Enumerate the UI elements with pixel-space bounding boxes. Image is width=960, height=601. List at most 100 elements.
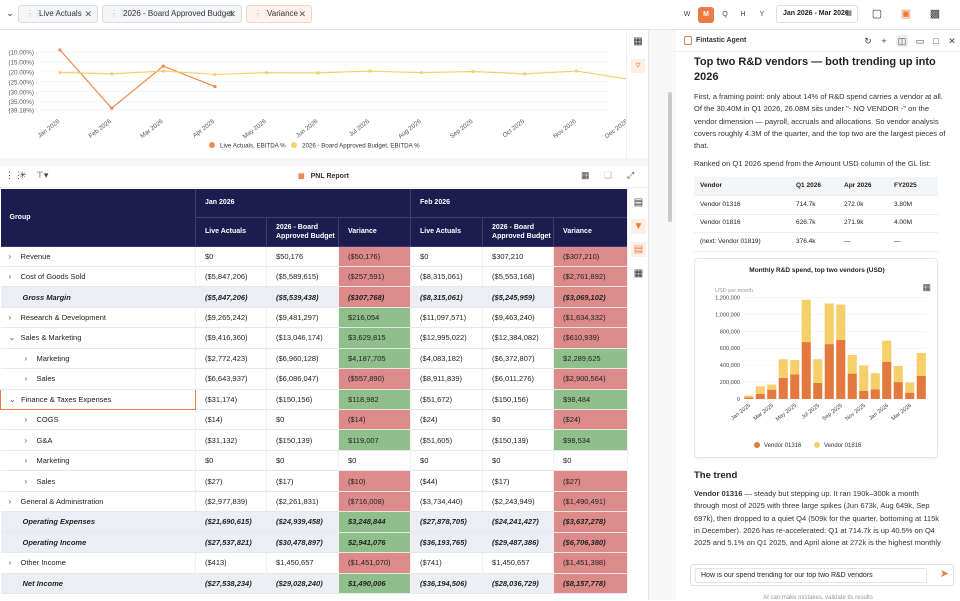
variance-cell[interactable]: ($6,706,380) bbox=[553, 532, 627, 554]
chevron-right-icon[interactable]: › bbox=[8, 272, 12, 282]
period-month[interactable]: M bbox=[698, 7, 714, 23]
period-year[interactable]: Y bbox=[759, 11, 765, 18]
table-row[interactable]: › Marketing ($2,772,423) ($6,960,128) $4,187… bbox=[0, 348, 627, 370]
month-header[interactable]: Feb 2026 bbox=[410, 189, 627, 218]
chevron-right-icon[interactable]: › bbox=[24, 415, 28, 425]
comment-icon[interactable]: ▢ bbox=[871, 8, 883, 20]
value-cell[interactable]: ($17) bbox=[482, 470, 555, 492]
value-cell[interactable]: ($31,132) bbox=[195, 429, 267, 451]
variance-cell[interactable]: ($27) bbox=[553, 470, 627, 492]
window-icon[interactable]: ▭ bbox=[915, 36, 925, 46]
variance-cell[interactable]: ($8,157,778) bbox=[553, 573, 627, 594]
table-row[interactable]: ⌄ Finance & Taxes Expenses ($31,174) ($150,… bbox=[0, 388, 627, 411]
value-cell[interactable]: $0 bbox=[266, 409, 339, 431]
variance-cell[interactable]: $2,289,625 bbox=[553, 348, 627, 370]
value-cell[interactable]: ($27,537,821) bbox=[195, 532, 267, 554]
table-row[interactable]: Net Income ($27,538,234) ($29,028,240) $1,4… bbox=[0, 573, 627, 594]
row-label[interactable]: ⌄ Sales & Marketing bbox=[0, 327, 196, 349]
value-cell[interactable]: ($8,911,839) bbox=[410, 368, 484, 390]
value-cell[interactable]: ($5,553,168) bbox=[482, 266, 555, 288]
table-row[interactable]: › Sales ($27) ($17) ($10) ($44) ($17) ($27) bbox=[0, 470, 627, 492]
variance-cell[interactable]: ($2,761,892) bbox=[553, 266, 627, 288]
row-label[interactable]: Net Income bbox=[0, 573, 196, 594]
value-cell[interactable]: ($27) bbox=[195, 470, 267, 492]
value-cell[interactable]: ($36,193,765) bbox=[410, 532, 484, 554]
variance-cell[interactable]: ($307,210) bbox=[553, 246, 627, 267]
value-cell[interactable]: ($9,481,297) bbox=[266, 307, 339, 329]
filter-icon[interactable]: ▼ bbox=[631, 219, 646, 234]
variance-cell[interactable]: $0 bbox=[553, 450, 627, 472]
value-cell[interactable]: ($6,086,047) bbox=[266, 368, 339, 390]
tab-board-budget[interactable]: ⋮⋮ 2026 - Board Approved Budget ✕ bbox=[102, 5, 242, 23]
drag-handle-icon[interactable]: ⋮⋮ bbox=[110, 9, 126, 18]
value-cell[interactable]: $0 bbox=[410, 246, 484, 267]
variance-cell[interactable]: ($257,591) bbox=[338, 266, 412, 288]
drag-handle-icon[interactable]: ⋮⋮ bbox=[5, 170, 23, 180]
period-week[interactable]: W bbox=[683, 11, 691, 18]
chevron-right-icon[interactable]: › bbox=[24, 374, 28, 384]
value-cell[interactable]: ($150,156) bbox=[482, 389, 555, 411]
month-header[interactable]: Jan 2026 bbox=[195, 189, 412, 218]
value-cell[interactable]: $0 bbox=[482, 450, 555, 472]
tab-live-actuals[interactable]: ⋮⋮ Live Actuals ✕ bbox=[18, 5, 98, 23]
date-range-picker[interactable]: Jan 2026 - Mar 2026 ▦ bbox=[776, 5, 858, 23]
value-cell[interactable]: $1,450,657 bbox=[266, 552, 339, 574]
group-header[interactable]: Group bbox=[0, 189, 196, 247]
variance-cell[interactable]: ($716,008) bbox=[338, 491, 412, 513]
value-cell[interactable]: ($413) bbox=[195, 552, 267, 574]
value-cell[interactable]: ($150,156) bbox=[266, 389, 339, 411]
close-icon[interactable]: ✕ bbox=[948, 36, 956, 46]
filter-icon[interactable]: ▿ bbox=[631, 59, 645, 73]
variance-cell[interactable]: ($1,451,398) bbox=[553, 552, 627, 574]
drag-handle-icon[interactable]: ⋮⋮ bbox=[254, 9, 270, 18]
column-header[interactable]: Variance bbox=[553, 217, 627, 247]
value-cell[interactable]: ($31,174) bbox=[195, 389, 267, 411]
value-cell[interactable]: ($12,995,022) bbox=[410, 327, 484, 349]
expand-icon[interactable]: ⤢ bbox=[627, 170, 635, 180]
variance-cell[interactable]: $3,629,815 bbox=[338, 327, 412, 349]
variance-cell[interactable]: ($610,939) bbox=[553, 327, 627, 349]
column-header[interactable]: 2026 - Board Approved Budget bbox=[266, 217, 339, 247]
row-label[interactable]: › Other Income bbox=[0, 552, 196, 574]
variance-cell[interactable]: ($3,637,278) bbox=[553, 511, 627, 533]
plus-icon[interactable]: + bbox=[881, 36, 887, 46]
table-row[interactable]: › Research & Development ($9,265,242) ($9,4… bbox=[0, 307, 627, 329]
variance-cell[interactable]: $98,534 bbox=[553, 429, 627, 451]
table-row[interactable]: Operating Income ($27,537,821) ($30,478,89… bbox=[0, 532, 627, 554]
value-cell[interactable]: ($150,139) bbox=[482, 429, 555, 451]
row-label[interactable]: › G&A bbox=[0, 429, 196, 451]
value-cell[interactable]: ($6,372,807) bbox=[482, 348, 555, 370]
value-cell[interactable]: $0 bbox=[266, 450, 339, 472]
chat-input[interactable] bbox=[695, 568, 927, 583]
variance-cell[interactable]: ($24) bbox=[553, 409, 627, 431]
chevron-right-icon[interactable]: › bbox=[24, 435, 28, 445]
value-cell[interactable]: ($150,139) bbox=[266, 429, 339, 451]
value-cell[interactable]: $0 bbox=[195, 246, 267, 267]
value-cell[interactable]: ($6,643,937) bbox=[195, 368, 267, 390]
table-row[interactable]: › Marketing $0 $0 $0 $0 $0 $0 bbox=[0, 450, 627, 472]
value-cell[interactable]: $0 bbox=[482, 409, 555, 431]
chevron-right-icon[interactable]: › bbox=[8, 313, 12, 323]
value-cell[interactable]: ($17) bbox=[266, 470, 339, 492]
chevron-down-icon[interactable]: ⌄ bbox=[9, 394, 16, 404]
variance-cell[interactable]: $118,982 bbox=[338, 389, 412, 411]
value-cell[interactable]: ($2,772,423) bbox=[195, 348, 267, 370]
close-icon[interactable]: ✕ bbox=[228, 9, 236, 19]
dock-panel-icon[interactable]: ◫ bbox=[896, 35, 908, 47]
row-label[interactable]: › COGS bbox=[0, 409, 196, 431]
value-cell[interactable]: ($5,539,438) bbox=[266, 286, 339, 308]
variance-cell[interactable]: ($307,768) bbox=[338, 286, 412, 308]
value-cell[interactable]: ($11,097,571) bbox=[410, 307, 484, 329]
variance-cell[interactable]: ($557,890) bbox=[338, 368, 412, 390]
row-label[interactable]: › Cost of Goods Sold bbox=[0, 266, 196, 288]
row-label[interactable]: › Marketing bbox=[0, 348, 196, 370]
table-icon[interactable]: ▦ bbox=[633, 268, 644, 279]
value-cell[interactable]: $0 bbox=[195, 450, 267, 472]
table-row[interactable]: › Cost of Goods Sold ($5,847,206) ($5,589,6… bbox=[0, 266, 627, 288]
variance-cell[interactable]: ($3,069,102) bbox=[553, 286, 627, 308]
value-cell[interactable]: ($9,463,240) bbox=[482, 307, 555, 329]
value-cell[interactable]: ($44) bbox=[410, 470, 484, 492]
variance-cell[interactable]: $3,248,844 bbox=[338, 511, 412, 533]
value-cell[interactable]: ($8,315,061) bbox=[410, 266, 484, 288]
row-label[interactable]: Gross Margin bbox=[0, 286, 196, 308]
